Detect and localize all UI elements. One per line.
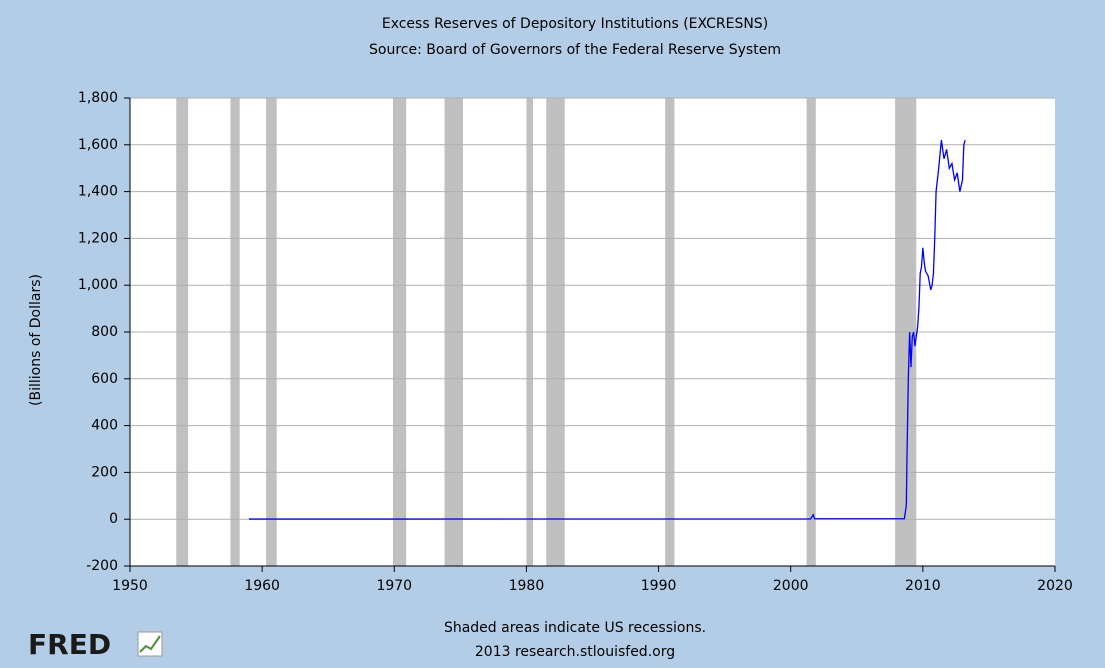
y-tick-label: 1,400 xyxy=(78,184,118,200)
x-tick-label: 2010 xyxy=(905,578,941,594)
y-tick-label: 200 xyxy=(91,464,118,480)
y-tick-label: -200 xyxy=(86,558,118,574)
y-tick-label: 0 xyxy=(109,511,118,527)
x-tick-label: 1980 xyxy=(509,578,545,594)
x-tick-label: 1950 xyxy=(112,578,148,594)
x-tick-label: 1990 xyxy=(641,578,677,594)
y-tick-label: 1,000 xyxy=(78,277,118,293)
x-tick-label: 2020 xyxy=(1037,578,1073,594)
chart-subtitle: Source: Board of Governors of the Federa… xyxy=(369,42,781,58)
chart-title: Excess Reserves of Depository Institutio… xyxy=(382,16,768,32)
footer-note: Shaded areas indicate US recessions. xyxy=(444,620,706,636)
x-tick-label: 2000 xyxy=(773,578,809,594)
y-tick-label: 400 xyxy=(91,418,118,434)
y-tick-label: 600 xyxy=(91,371,118,387)
footer-source: 2013 research.stlouisfed.org xyxy=(475,644,675,660)
y-tick-label: 1,200 xyxy=(78,230,118,246)
x-tick-label: 1960 xyxy=(244,578,280,594)
y-tick-label: 1,600 xyxy=(78,137,118,153)
data-line xyxy=(248,139,966,520)
y-tick-label: 800 xyxy=(91,324,118,340)
logo-icon xyxy=(137,631,163,657)
y-axis-label: (Billions of Dollars) xyxy=(28,274,44,406)
logo: FRED xyxy=(28,628,111,661)
y-tick-label: 1,800 xyxy=(78,90,118,106)
x-tick-label: 1970 xyxy=(376,578,412,594)
